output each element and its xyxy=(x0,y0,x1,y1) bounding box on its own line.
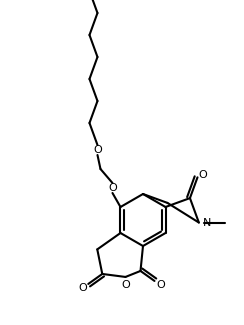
Text: O: O xyxy=(78,283,87,293)
Text: O: O xyxy=(198,170,207,180)
Text: O: O xyxy=(108,183,117,193)
Text: O: O xyxy=(156,280,165,290)
Text: N: N xyxy=(203,217,211,227)
Text: O: O xyxy=(121,280,130,290)
Text: O: O xyxy=(93,145,102,155)
